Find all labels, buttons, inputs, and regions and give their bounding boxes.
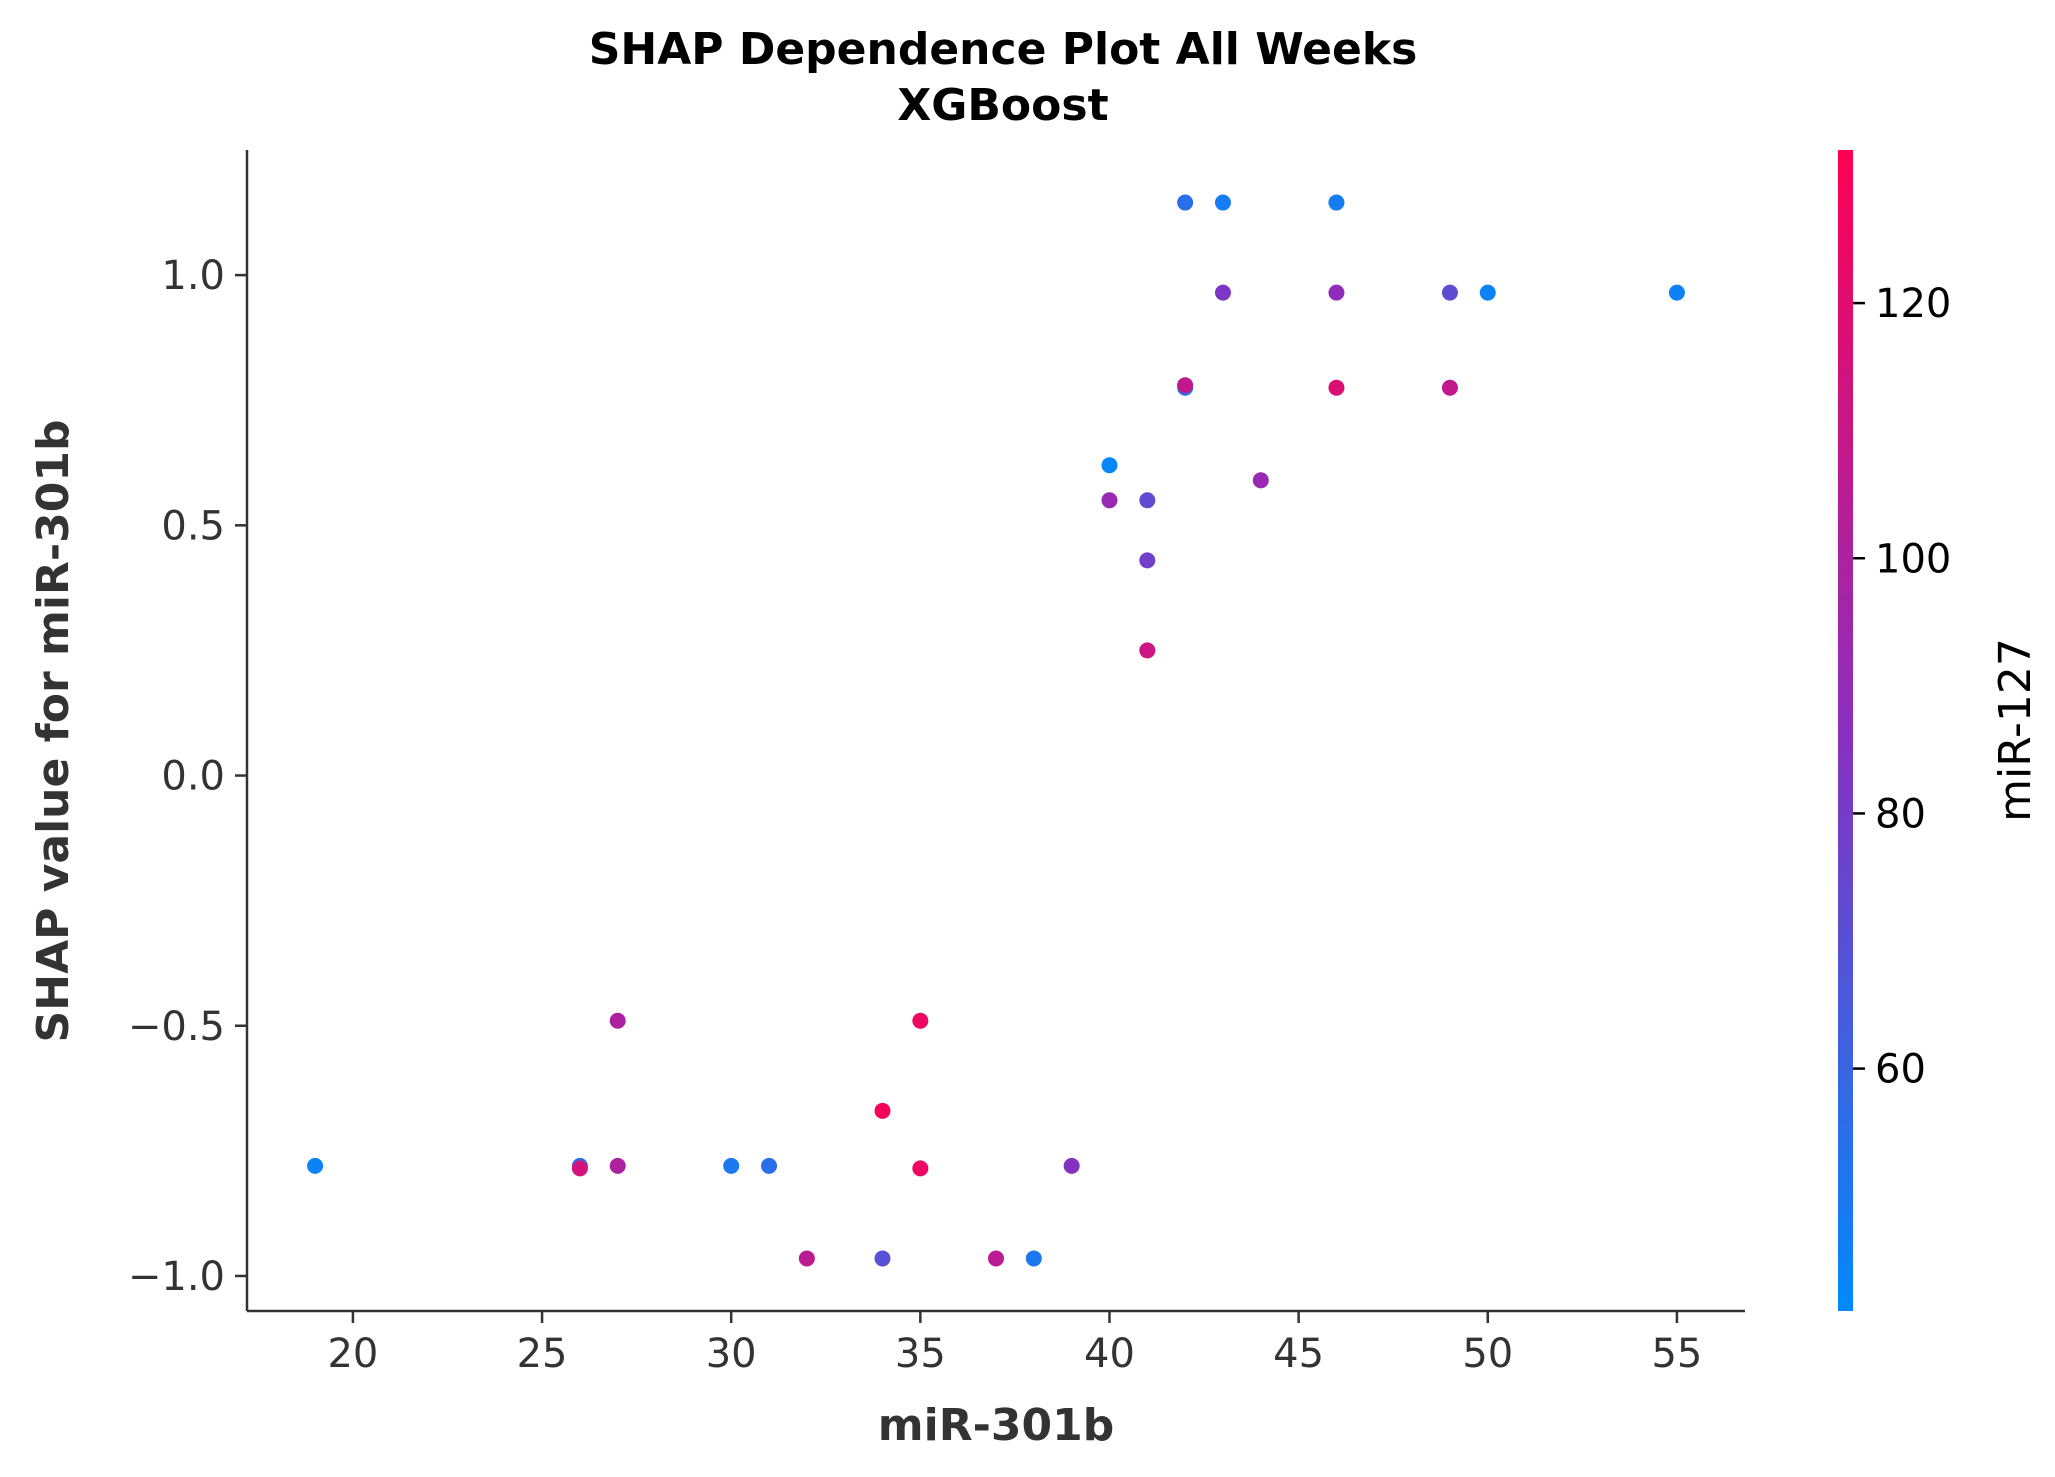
scatter-point (1328, 194, 1345, 211)
scatter-points (307, 194, 1685, 1267)
y-tick-label: 0.0 (161, 754, 225, 800)
x-tick-label: 40 (1084, 1331, 1135, 1377)
scatter-point (988, 1250, 1004, 1267)
colorbar-tick-label: 60 (1875, 1047, 1926, 1093)
y-axis-label: SHAP value for miR-301b (28, 420, 79, 1043)
colorbar-gradient (1838, 150, 1853, 1311)
y-tick-label: 1.0 (161, 253, 225, 299)
scatter-point (1139, 642, 1156, 659)
colorbar-tick-label: 100 (1875, 536, 1951, 582)
x-tick-label: 45 (1273, 1331, 1324, 1377)
y-tick-label: −0.5 (128, 1004, 225, 1050)
x-axis-label: miR-301b (878, 1400, 1114, 1451)
scatter-point (874, 1102, 891, 1119)
scatter-point (1214, 284, 1231, 301)
plot-area: 20 25 30 35 40 45 50 55 1.0 0.5 0.0 −0.5 −1.0 (128, 150, 1745, 1377)
x-tick-label: 55 (1651, 1331, 1702, 1377)
colorbar-ticks: 60 80 100 120 (1853, 281, 1951, 1093)
x-tick-label: 25 (517, 1331, 568, 1377)
colorbar-tick-label: 80 (1875, 791, 1926, 837)
x-tick-label: 50 (1462, 1331, 1513, 1377)
scatter-point (609, 1012, 626, 1029)
scatter-point (609, 1157, 626, 1174)
scatter-point (723, 1157, 740, 1174)
colorbar-tick-label: 120 (1875, 281, 1951, 327)
scatter-point (1252, 472, 1269, 489)
scatter-point (761, 1157, 778, 1174)
chart-title: SHAP Dependence Plot All Weeks (589, 24, 1418, 75)
scatter-point (1214, 194, 1231, 211)
scatter-point (1025, 1250, 1042, 1267)
scatter-point (1177, 377, 1194, 394)
x-ticks: 20 25 30 35 40 45 50 55 (327, 1311, 1702, 1377)
scatter-point (1668, 284, 1685, 301)
scatter-point (1177, 194, 1194, 211)
scatter-point (798, 1250, 815, 1267)
y-tick-label: 0.5 (161, 503, 225, 549)
scatter-point (1139, 492, 1156, 509)
scatter-point (912, 1012, 929, 1029)
x-tick-label: 20 (327, 1331, 378, 1377)
scatter-point (1101, 457, 1118, 474)
scatter-point (1441, 379, 1458, 396)
colorbar-label: miR-127 (1990, 638, 2041, 822)
scatter-point (1328, 379, 1345, 396)
x-tick-label: 35 (895, 1331, 946, 1377)
y-tick-label: −1.0 (128, 1254, 225, 1300)
scatter-point (1479, 284, 1496, 301)
scatter-point (1063, 1157, 1080, 1174)
scatter-point (1441, 284, 1458, 301)
scatter-point (912, 1160, 929, 1177)
scatter-point (1101, 492, 1118, 509)
colorbar: 60 80 100 120 miR-127 (1838, 150, 2041, 1311)
scatter-point (307, 1157, 324, 1174)
scatter-point (1328, 284, 1345, 301)
x-tick-label: 30 (706, 1331, 757, 1377)
scatter-point (571, 1160, 588, 1177)
scatter-point (1139, 552, 1156, 569)
y-ticks: 1.0 0.5 0.0 −0.5 −1.0 (128, 253, 247, 1300)
scatter-point (874, 1250, 891, 1267)
chart-subtitle: XGBoost (897, 80, 1108, 131)
